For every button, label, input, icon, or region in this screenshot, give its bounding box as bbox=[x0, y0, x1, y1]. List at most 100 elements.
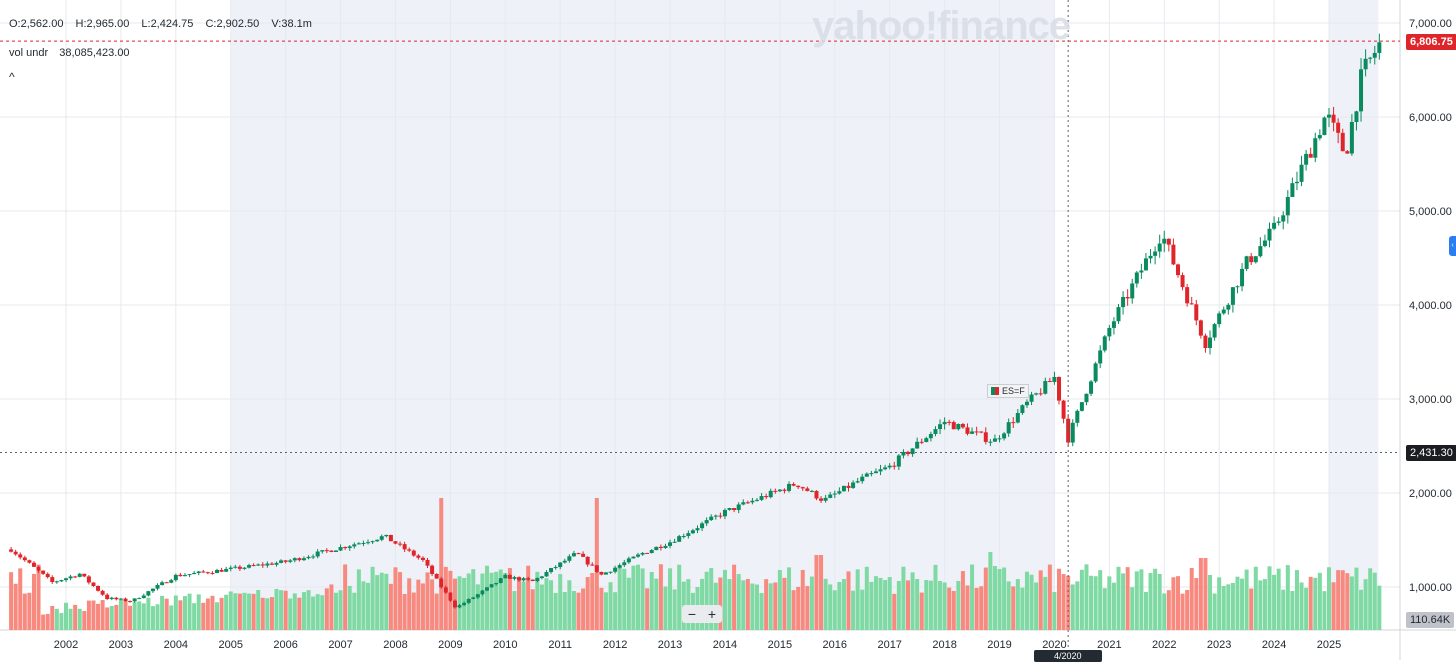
candle-body-175 bbox=[809, 490, 814, 492]
candle-body-248 bbox=[1143, 258, 1148, 271]
candle-body-82 bbox=[384, 534, 389, 537]
volume-bar-136 bbox=[631, 565, 636, 630]
high-value: H:2,965.00 bbox=[75, 18, 130, 30]
candle-body-104 bbox=[485, 587, 489, 591]
volume-bar-283 bbox=[1304, 587, 1309, 630]
zoom-in-button[interactable]: + bbox=[707, 606, 717, 622]
candle-body-197 bbox=[910, 448, 915, 455]
side-panel-toggle-icon[interactable]: ‹ bbox=[1449, 236, 1456, 256]
volume-bar-61 bbox=[288, 598, 293, 630]
x-tick-label-11: 2013 bbox=[658, 639, 682, 651]
volume-bar-80 bbox=[375, 575, 380, 630]
candle-body-165 bbox=[764, 496, 769, 498]
volume-bar-184 bbox=[851, 590, 856, 630]
candle-body-32 bbox=[155, 585, 160, 589]
candle-body-208 bbox=[960, 424, 965, 428]
volume-bar-88 bbox=[411, 592, 416, 630]
volume-bar-112 bbox=[521, 581, 526, 630]
candles bbox=[9, 33, 1382, 609]
candle-body-58 bbox=[274, 562, 279, 565]
volume-bar-225 bbox=[1038, 570, 1043, 630]
candle-body-75 bbox=[352, 544, 357, 547]
candle-body-287 bbox=[1322, 117, 1327, 136]
candle-body-234 bbox=[1079, 402, 1084, 411]
candle-body-150 bbox=[695, 528, 700, 531]
candle-body-10 bbox=[54, 581, 59, 583]
volume-bar-131 bbox=[608, 582, 613, 630]
candle-body-107 bbox=[498, 578, 503, 583]
volume-bar-263 bbox=[1212, 593, 1217, 630]
candle-body-215 bbox=[992, 438, 997, 442]
volume-bar-57 bbox=[269, 597, 274, 630]
candle-body-26 bbox=[128, 601, 133, 603]
candle-body-205 bbox=[947, 421, 952, 423]
candle-body-38 bbox=[182, 575, 187, 577]
x-tick-label-8: 2010 bbox=[493, 639, 517, 651]
volume-bar-236 bbox=[1089, 575, 1094, 630]
candle-body-176 bbox=[814, 490, 819, 499]
candle-body-132 bbox=[613, 567, 618, 572]
candle-body-265 bbox=[1221, 309, 1226, 314]
candle-body-254 bbox=[1171, 244, 1176, 265]
candle-body-50 bbox=[237, 566, 242, 569]
volume-bar-215 bbox=[992, 566, 997, 630]
candle-body-139 bbox=[645, 552, 650, 554]
volume-bar-266 bbox=[1226, 584, 1231, 630]
volume-bar-277 bbox=[1276, 568, 1281, 630]
volume-bar-46 bbox=[219, 597, 224, 630]
volume-bar-27 bbox=[132, 602, 137, 630]
candle-body-284 bbox=[1308, 153, 1313, 158]
volume-bar-36 bbox=[173, 595, 178, 630]
candle-body-84 bbox=[393, 541, 398, 544]
volume-bar-50 bbox=[237, 593, 242, 630]
volume-bar-232 bbox=[1070, 584, 1075, 630]
zoom-out-button[interactable]: − bbox=[687, 606, 697, 622]
candle-body-6 bbox=[36, 566, 41, 571]
candle-body-121 bbox=[562, 560, 567, 563]
collapse-chevron-icon[interactable]: ^ bbox=[9, 70, 15, 84]
candle-body-164 bbox=[759, 496, 764, 500]
candle-body-5 bbox=[31, 562, 36, 567]
candle-body-80 bbox=[375, 539, 380, 542]
volume-bar-32 bbox=[155, 604, 160, 630]
volume-bar-258 bbox=[1189, 567, 1194, 630]
volume-bar-273 bbox=[1258, 580, 1263, 630]
candle-body-239 bbox=[1102, 336, 1107, 351]
candle-body-4 bbox=[27, 560, 32, 563]
candle-body-177 bbox=[819, 498, 824, 501]
volume-bar-168 bbox=[777, 570, 782, 630]
candle-body-182 bbox=[841, 485, 846, 492]
candle-body-252 bbox=[1162, 238, 1167, 244]
volume-bar-44 bbox=[210, 595, 215, 630]
candle-body-70 bbox=[329, 550, 334, 552]
candle-body-201 bbox=[928, 433, 933, 439]
volume-bar-135 bbox=[626, 577, 631, 630]
volume-bar-251 bbox=[1157, 573, 1162, 630]
candle-body-22 bbox=[109, 597, 114, 600]
x-tick-label-13: 2015 bbox=[768, 639, 792, 651]
candle-body-212 bbox=[979, 431, 984, 433]
candle-body-296 bbox=[1363, 58, 1368, 70]
crosshair-date-badge: 4/2020 bbox=[1034, 650, 1102, 662]
volume-bar-175 bbox=[809, 576, 814, 630]
volume-bar-70 bbox=[329, 584, 334, 630]
volume-bar-2 bbox=[18, 568, 23, 630]
x-tick-label-21: 2023 bbox=[1207, 639, 1231, 651]
candle-body-172 bbox=[796, 485, 801, 488]
candle-body-145 bbox=[672, 541, 677, 543]
volume-bar-37 bbox=[178, 600, 183, 630]
candle-body-74 bbox=[347, 546, 352, 549]
volume-bar-51 bbox=[242, 592, 247, 630]
volume-bar-189 bbox=[873, 576, 878, 630]
volume-bar-114 bbox=[530, 589, 535, 630]
volume-bar-163 bbox=[754, 584, 759, 630]
volume-bar-253 bbox=[1166, 590, 1171, 630]
volume-bar-239 bbox=[1102, 588, 1107, 630]
candle-body-94 bbox=[439, 578, 444, 588]
y-tick-label-4: 5,000.00 bbox=[1409, 206, 1452, 218]
volume-bar-15 bbox=[77, 608, 82, 630]
series-tag[interactable]: ES=F bbox=[987, 384, 1029, 398]
volume-bar-146 bbox=[677, 564, 682, 630]
candle-body-127 bbox=[590, 564, 595, 566]
